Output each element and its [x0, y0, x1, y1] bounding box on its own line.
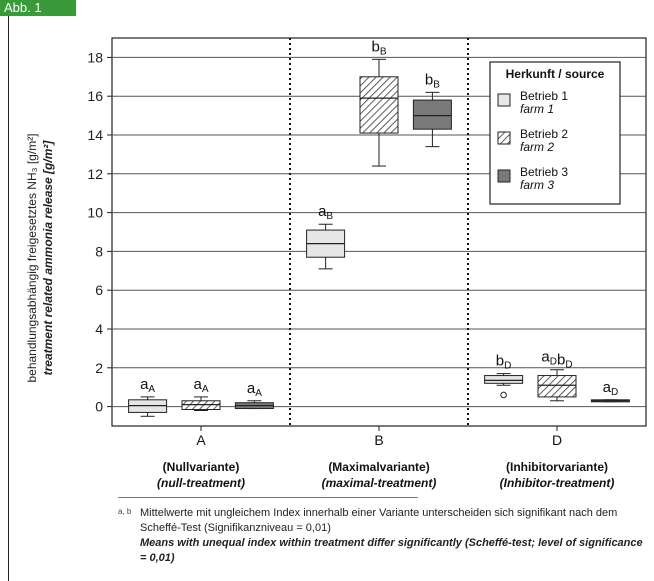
significance-label: aA: [247, 380, 262, 399]
footnote-rule: [118, 497, 418, 498]
legend-label-en: farm 3: [520, 178, 554, 192]
significance-label: aA: [193, 376, 208, 395]
significance-label: bB: [425, 71, 440, 90]
boxplot-chart: 0 2 4 6 8 10 12 14 16 18 aA aA aA aB bB bB bD aDbD aD A (N…: [25, 37, 647, 490]
footnote-de: Mittelwerte mit ungleichem Index innerha…: [140, 507, 618, 534]
box-A-1: aA: [128, 376, 168, 417]
y-tick-labels: 0 2 4 6 8 10 12 14 16 18: [87, 49, 103, 414]
legend-label-de: Betrieb 3: [520, 165, 568, 179]
category-desc-en: (null-treatment): [157, 476, 245, 490]
y-tick-label: 4: [95, 321, 103, 337]
box-B-1: aB: [306, 203, 346, 270]
legend-frame: [489, 61, 621, 205]
y-axis-label-de: behandlungsabhängig freigesetztes NH₃ [g…: [25, 133, 39, 382]
significance-label: bD: [496, 353, 512, 372]
legend-label-de: Betrieb 1: [520, 89, 568, 103]
box-A-2: aA: [181, 376, 221, 411]
y-tick-label: 0: [95, 399, 103, 415]
y-tick-label: 16: [87, 88, 103, 104]
y-tick-label: 8: [95, 243, 103, 259]
box-iqr: [412, 99, 452, 130]
footnote-en: Means with unequal index within treatmen…: [140, 537, 643, 564]
box-D-3: aD: [590, 379, 630, 403]
category-label: B: [374, 432, 383, 448]
box-A-3: aA: [234, 380, 274, 410]
y-tick-label: 10: [87, 205, 103, 221]
boxes: aA aA aA aB bB bB bD aDbD aD: [128, 38, 630, 417]
legend-swatch: [497, 169, 511, 183]
category-label: A: [196, 432, 206, 448]
legend-label-en: farm 2: [520, 140, 554, 154]
outlier-point: [500, 391, 507, 399]
box-iqr: [359, 76, 399, 134]
left-margin-rule: [8, 16, 9, 581]
legend-swatch: [497, 131, 511, 145]
significance-label: bB: [371, 38, 386, 57]
y-tick-label: 14: [87, 127, 103, 143]
y-tick-label: 2: [95, 360, 103, 376]
category-desc-de: (Nullvariante): [163, 460, 240, 474]
y-axis-title: behandlungsabhängig freigesetztes NH₃ [g…: [25, 133, 55, 382]
y-tick-label: 6: [95, 282, 103, 298]
legend-label-de: Betrieb 2: [520, 127, 568, 141]
box-D-2: aDbD: [537, 349, 577, 402]
significance-label: aD: [603, 379, 619, 398]
figure-tag: Abb. 1: [0, 0, 76, 16]
y-axis-label-en: treatment related ammonia release [g/m²]: [41, 140, 55, 376]
category-desc-de: (Inhibitorvariante): [506, 460, 608, 474]
box-iqr: [537, 375, 577, 398]
footnote: Mittelwerte mit ungleichem Index innerha…: [140, 506, 650, 566]
category-desc-de: (Maximalvariante): [328, 460, 429, 474]
category-desc-en: (Inhibitor-treatment): [500, 476, 615, 490]
footnote-marker: a, b: [118, 507, 132, 516]
box-iqr: [484, 375, 524, 384]
box-D-1: bD: [484, 353, 524, 399]
significance-label: aDbD: [541, 349, 572, 371]
y-tick-label: 12: [87, 166, 103, 182]
box-B-3: bB: [412, 71, 452, 148]
y-tick-label: 18: [87, 49, 103, 65]
legend-title: Herkunft / source: [506, 67, 605, 81]
legend-label-en: farm 1: [520, 102, 554, 116]
category-labels: A (Nullvariante) (null-treatment) B (Maximal…: [157, 432, 614, 490]
category-label: D: [552, 432, 562, 448]
significance-label: aB: [318, 203, 333, 222]
category-desc-en: (maximal-treatment): [322, 476, 437, 490]
box-B-2: bB: [359, 38, 399, 167]
legend-swatch: [497, 93, 511, 107]
significance-label: aA: [140, 376, 155, 395]
